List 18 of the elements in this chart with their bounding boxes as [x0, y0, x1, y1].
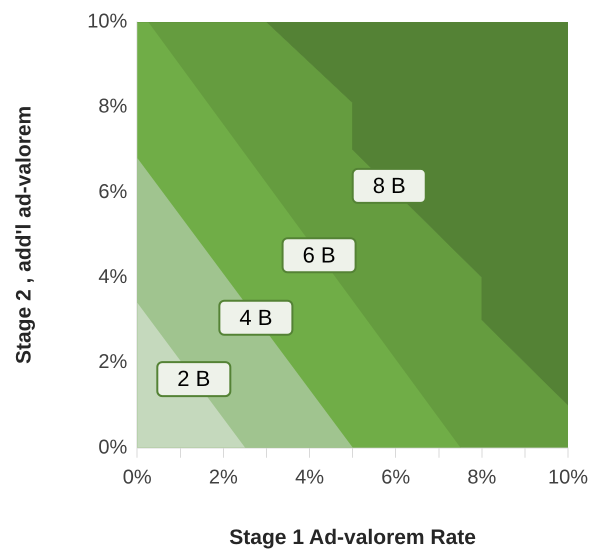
- x-axis-title: Stage 1 Ad-valorem Rate: [229, 526, 476, 550]
- x-tick-label: 8%: [467, 466, 497, 488]
- series-label: 2 B: [177, 366, 210, 392]
- x-tick-label: 6%: [381, 466, 410, 488]
- y-tick-label: 8%: [98, 96, 128, 118]
- series-label: 8 B: [372, 172, 406, 198]
- x-tick-label: 4%: [295, 466, 324, 488]
- y-tick-label: 0%: [98, 436, 128, 458]
- y-tick-label: 6%: [98, 180, 128, 203]
- y-tick-label: 2%: [98, 351, 128, 374]
- series-label: 4 B: [239, 304, 272, 330]
- y-tick-label: 4%: [98, 266, 128, 288]
- y-axis-title: Stage 2 , add'l ad-valorem: [12, 106, 36, 364]
- y-tick-label: 10%: [87, 10, 128, 33]
- x-tick-label: 10%: [548, 466, 588, 488]
- series-label: 6 B: [302, 242, 336, 268]
- x-tick-label: 2%: [208, 466, 238, 488]
- x-tick-label: 0%: [122, 466, 152, 488]
